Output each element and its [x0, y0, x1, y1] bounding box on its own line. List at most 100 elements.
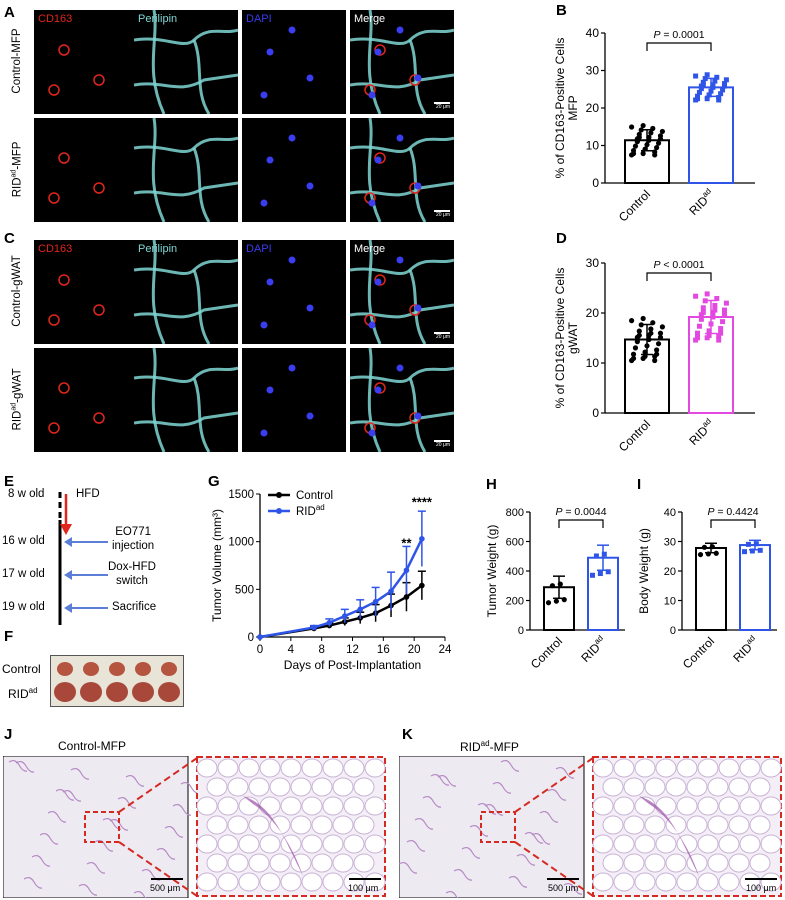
vessel-stain [508, 875, 528, 888]
bar-rid [739, 544, 771, 631]
adipocyte [227, 815, 249, 835]
panel-k-title-text: RID [460, 740, 481, 754]
data-point [642, 349, 648, 355]
data-point [657, 334, 664, 340]
histology-j [3, 756, 386, 898]
adipocyte [217, 758, 239, 778]
data-point [723, 77, 729, 83]
data-point [652, 152, 658, 158]
adipocyte [248, 853, 270, 873]
data-point [650, 320, 656, 326]
adipocyte [749, 815, 771, 835]
adipocyte [592, 796, 614, 816]
p-value: P = 0.0001 [653, 29, 704, 41]
adipocyte [655, 758, 677, 778]
adipocyte [248, 777, 270, 797]
vessel-stain [125, 774, 145, 787]
adipocyte [665, 815, 687, 835]
y-tick-label: 0 [592, 406, 599, 420]
gridC-row-label-0: Control-gWAT [11, 255, 23, 327]
data-point [388, 588, 394, 595]
data-point [718, 326, 724, 332]
data-point [629, 124, 635, 130]
panel-f-row-rid-text: RID [8, 687, 29, 701]
data-point [706, 92, 712, 98]
data-point [257, 634, 263, 640]
data-point [557, 581, 563, 587]
adipocyte [613, 872, 635, 892]
event-eo771-line2: injection [112, 540, 155, 552]
gridA-image-merge-1: 20 μm [350, 118, 454, 222]
panel-letter-c: C [4, 230, 15, 247]
gridA-channel-label-0: CD163 [38, 13, 73, 25]
adipocyte [760, 872, 782, 892]
gridA-channel-label-3: Merge [354, 13, 386, 25]
adipocyte [227, 853, 249, 873]
adipocyte [332, 853, 354, 873]
adipocyte [739, 796, 761, 816]
adipocyte [592, 834, 614, 854]
vessel-stain [406, 839, 426, 852]
adipocyte [322, 872, 344, 892]
data-point [648, 330, 654, 336]
vessel-stain [563, 882, 583, 895]
data-point [695, 93, 701, 99]
p-value: P = 0.0044 [555, 506, 606, 518]
legend-label: Control [296, 490, 333, 502]
legend-marker [276, 492, 282, 498]
y-axis-label: Tumor Volume (mm³) [210, 509, 224, 622]
scale-bar: 20 μm [434, 332, 450, 340]
scale-bar-label: 20 μm [436, 104, 450, 110]
scale-bar: 20 μm [434, 102, 450, 110]
vessel-stain [164, 825, 184, 838]
adipocyte [311, 777, 333, 797]
vessel-stain [531, 832, 551, 845]
adipocyte [280, 758, 302, 778]
p-value: P < 0.0001 [653, 259, 704, 271]
gridA-image-merge-0: Merge 20 μm [350, 10, 454, 114]
adipocyte [311, 815, 333, 835]
vessel-stain [180, 781, 200, 794]
histology-k [399, 756, 782, 898]
adipocyte [728, 853, 750, 873]
data-point [705, 551, 711, 557]
panel-k-scale-low: 500 μm [548, 883, 579, 893]
y-axis-label: Body Weight (g) [637, 528, 651, 614]
scale-bar: 20 μm [434, 210, 450, 218]
chart-i: 0 10 20 30 40 Body Weight (g) Control RIDad P = … [637, 506, 777, 671]
data-point [657, 136, 664, 142]
adipocyte [259, 796, 281, 816]
vessel-stain [109, 818, 129, 831]
vessel-stain [70, 767, 90, 780]
category-label: Control [680, 634, 717, 671]
y-axis-label: MFP [566, 95, 580, 120]
adipocyte [749, 777, 771, 797]
adipocyte [196, 834, 218, 854]
y-tick-label: 0 [518, 625, 524, 637]
data-point [341, 613, 348, 619]
data-point [419, 582, 425, 589]
timeline-e [58, 492, 108, 625]
data-point [549, 583, 556, 589]
data-point [702, 298, 708, 304]
y-tick-label: 0 [248, 632, 254, 644]
data-point [644, 142, 650, 148]
adipocyte [238, 758, 260, 778]
zoom-line [118, 841, 198, 897]
adipocyte [364, 872, 386, 892]
category-label: RIDad [686, 417, 718, 449]
legend-label: RIDad [296, 503, 325, 518]
data-point [696, 323, 702, 329]
gridC-image-cd163-1 [34, 348, 138, 452]
data-point [357, 606, 364, 613]
tumor-rid [132, 682, 154, 702]
adipocyte [217, 834, 239, 854]
vessel-stain [524, 831, 544, 844]
adipocyte [353, 853, 375, 873]
adipocyte [739, 834, 761, 854]
y-tick-label: 0 [670, 625, 676, 637]
adipocyte [634, 834, 656, 854]
data-point [644, 343, 650, 349]
data-point [640, 150, 646, 157]
adipocyte [749, 853, 771, 873]
